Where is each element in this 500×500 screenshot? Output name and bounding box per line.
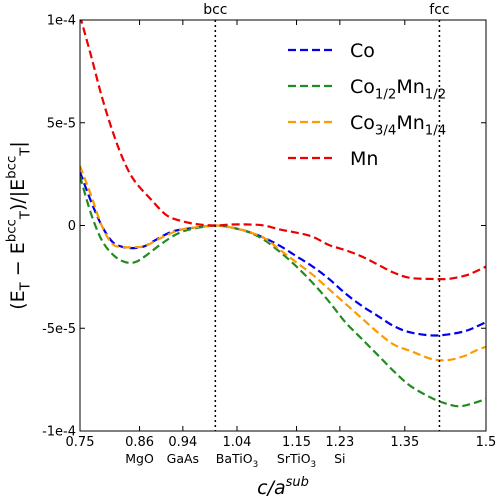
subscript: T (19, 147, 34, 157)
series-layer (80, 20, 486, 408)
text-part: )/|E (7, 179, 29, 211)
x-tick-label: 0.94 (168, 435, 197, 450)
reference-label-bcc: bcc (203, 2, 227, 18)
series-line-3 (80, 20, 486, 281)
subscript: T (19, 210, 34, 220)
subscript: T (19, 281, 34, 291)
subscript: 3 (311, 460, 317, 470)
substrate-label: MgO (125, 451, 154, 466)
y-tick-label: 0 (68, 219, 76, 234)
text-part: Mn (396, 76, 424, 98)
legend-item-1: Co1/2Mn1/2 (288, 76, 446, 103)
y-tick-label: 1e-4 (47, 14, 76, 29)
series-line-2 (80, 165, 486, 362)
series-line-1 (80, 175, 486, 408)
x-tick-label: 0.86 (125, 435, 154, 450)
legend-label: Mn (350, 148, 378, 170)
text-part: Mn (350, 148, 378, 170)
legend-label: Co (350, 40, 375, 62)
substrate-label: BaTiO3 (216, 451, 258, 470)
x-tick-label: 1.5 (476, 435, 497, 450)
y-tick-label: -5e-5 (42, 322, 76, 337)
axis-ticks: 0.75 0.86 0.94 1.04 1.15 1.23 1.35 1.5 -1e-4 -5e-… (42, 14, 496, 451)
text-part: (E (7, 290, 29, 309)
x-axis-title-sup: sub (286, 475, 309, 490)
x-tick-label: 1.23 (325, 435, 354, 450)
axis-labels: MgO GaAs BaTiO3 SrTiO3 Sic/asub(ET − EbccT)/… (4, 141, 345, 499)
subscript: 3/4 (375, 124, 396, 139)
subscript: 1/2 (425, 88, 446, 103)
subscript: 1/4 (425, 124, 446, 139)
x-tick-label: 1.15 (282, 435, 311, 450)
text-part: Co (350, 76, 375, 98)
legend-item-0: Co (288, 40, 375, 62)
legend-label: Co1/2Mn1/2 (350, 76, 446, 103)
text-part: Co (350, 40, 375, 62)
superscript: bcc (4, 219, 19, 242)
superscript: bcc (4, 156, 19, 179)
text-part: | (7, 141, 29, 147)
legend-item-3: Mn (288, 148, 378, 170)
y-axis-title: (ET − EbccT)/|EbccT| (4, 141, 33, 310)
y-tick-label: 5e-5 (47, 116, 76, 131)
text-part: BaTiO (216, 451, 253, 466)
reference-lines: bcc fcc (203, 2, 450, 431)
plot-frame (79, 19, 487, 432)
substrate-label: GaAs (167, 451, 199, 466)
reference-label-fcc: fcc (429, 2, 449, 18)
text-part: Co (350, 112, 375, 134)
text-part: − E (7, 242, 29, 282)
text-part: Si (334, 451, 345, 466)
legend-label: Co3/4Mn1/4 (350, 112, 446, 139)
legend-item-2: Co3/4Mn1/4 (288, 112, 446, 139)
x-axis-title: c/asub (257, 475, 309, 499)
text-part: GaAs (167, 451, 199, 466)
x-tick-label: 1.04 (223, 435, 252, 450)
x-tick-label: 0.75 (66, 435, 95, 450)
text-part: SrTiO (277, 451, 311, 466)
substrate-label: SrTiO3 (277, 451, 316, 470)
series-line-0 (80, 171, 486, 337)
substrate-label: Si (334, 451, 345, 466)
subscript: 1/2 (375, 88, 396, 103)
text-part: MgO (125, 451, 154, 466)
x-axis-title-base: c/a (257, 477, 286, 499)
y-tick-label: -1e-4 (42, 425, 76, 440)
subscript: 3 (253, 460, 259, 470)
text-part: Mn (396, 112, 424, 134)
x-tick-label: 1.35 (390, 435, 419, 450)
